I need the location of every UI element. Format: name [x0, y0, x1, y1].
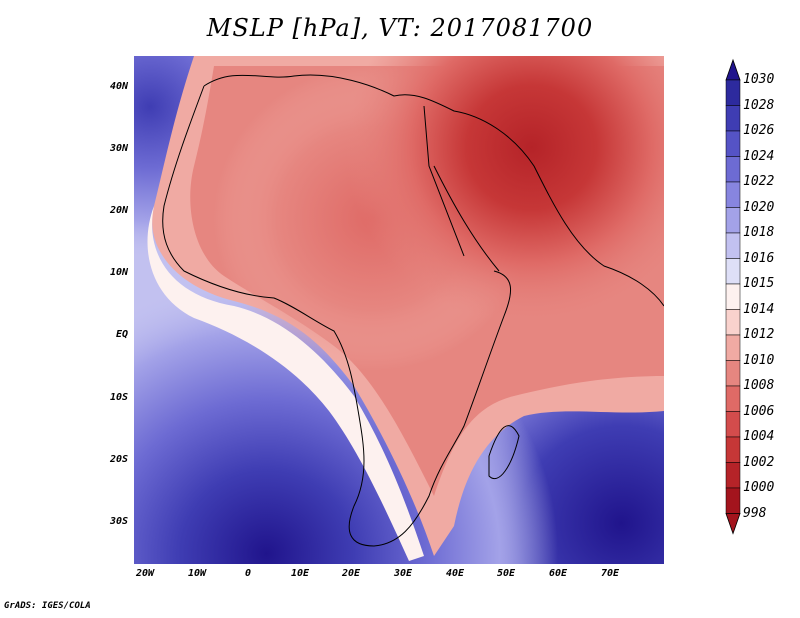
- colorbar-swatch: [725, 487, 741, 514]
- lon-label-60e: 60E: [548, 568, 568, 579]
- colorbar-label: 1006: [743, 403, 775, 419]
- colorbar: [725, 58, 741, 535]
- colorbar-label: 1018: [743, 225, 775, 240]
- colorbar-label: 1022: [743, 174, 775, 189]
- lat-label-10n: 10N: [109, 267, 128, 278]
- lon-label-20e: 20E: [341, 568, 361, 579]
- colorbar-label: 1028: [743, 97, 775, 113]
- colorbar-swatch: [725, 385, 741, 412]
- coastlines: [162, 74, 664, 547]
- colorbar-swatch: [725, 156, 741, 183]
- colorbar-swatch: [725, 181, 741, 208]
- colorbar-swatch: [725, 232, 741, 259]
- lon-label-50e: 50E: [496, 568, 516, 579]
- colorbar-swatch: [725, 207, 741, 234]
- colorbar-swatch: [725, 105, 741, 132]
- lat-label-30s: 30S: [109, 516, 128, 527]
- colorbar-label: 1020: [743, 199, 775, 215]
- colorbar-swatch: [725, 334, 741, 361]
- map-title: MSLP [hPa], VT: 2017081700: [206, 14, 594, 42]
- lon-label-30e: 30E: [393, 568, 413, 579]
- lon-label-20w: 20W: [135, 568, 155, 579]
- colorbar-bottom-arrow: [725, 513, 741, 535]
- colorbar-label: 1014: [743, 301, 775, 317]
- lat-label-20n: 20N: [109, 205, 128, 216]
- lon-label-70e: 70E: [600, 568, 620, 579]
- colorbar-label: 1015: [743, 276, 775, 291]
- colorbar-swatch: [725, 258, 741, 285]
- pressure-map: [134, 56, 664, 564]
- colorbar-label: 1004: [743, 429, 775, 444]
- colorbar-swatch: [725, 411, 741, 438]
- lat-label-40n: 40N: [109, 81, 128, 92]
- colorbar-swatch: [725, 130, 741, 157]
- colorbar-label: 1026: [743, 123, 775, 138]
- lat-label-30n: 30N: [109, 143, 128, 154]
- colorbar-label: 1030: [743, 72, 775, 87]
- colorbar-label: 1010: [743, 352, 775, 368]
- colorbar-swatch: [725, 309, 741, 336]
- colorbar-swatch: [725, 283, 741, 310]
- lat-label-eq: EQ: [115, 329, 128, 340]
- colorbar-swatch: [725, 360, 741, 387]
- lon-label-10e: 10E: [290, 568, 310, 579]
- colorbar-swatch: [725, 462, 741, 489]
- colorbar-label: 1024: [743, 148, 775, 164]
- lon-label-10w: 10W: [187, 568, 207, 579]
- lat-label-10s: 10S: [109, 392, 128, 403]
- lat-label-20s: 20S: [109, 454, 128, 465]
- colorbar-label: 1000: [743, 480, 775, 495]
- colorbar-label: 1008: [743, 378, 775, 393]
- colorbar-label: 998: [743, 505, 767, 521]
- colorbar-swatch: [725, 436, 741, 463]
- colorbar-label: 1016: [743, 250, 775, 266]
- colorbar-label: 1012: [743, 327, 775, 342]
- lon-label-0: 0: [244, 568, 252, 579]
- colorbar-top-arrow: [725, 58, 741, 81]
- credit-text: GrADS: IGES/COLA: [4, 601, 91, 611]
- lon-label-40e: 40E: [445, 568, 465, 579]
- colorbar-label: 1002: [743, 454, 775, 470]
- colorbar-swatch: [725, 79, 741, 106]
